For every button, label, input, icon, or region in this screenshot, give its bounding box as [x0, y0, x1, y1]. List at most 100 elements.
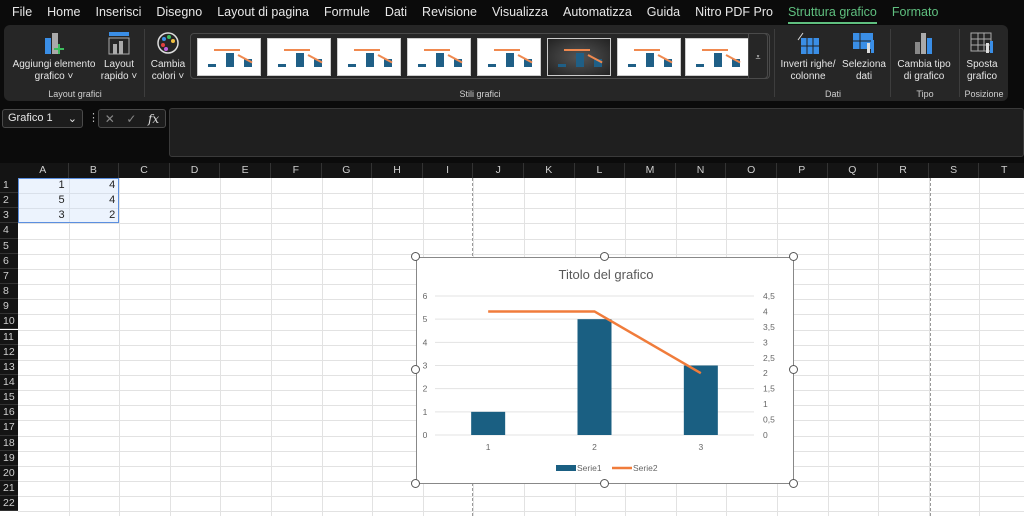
- cell-B1[interactable]: 4: [109, 179, 116, 191]
- column-header-J[interactable]: J: [473, 163, 524, 178]
- resize-handle[interactable]: [789, 479, 798, 488]
- row-header-12[interactable]: 12: [0, 344, 18, 360]
- row-header-1[interactable]: 1: [0, 178, 18, 194]
- cell-A3[interactable]: 3: [58, 209, 65, 222]
- resize-handle[interactable]: [411, 365, 420, 374]
- column-header-M[interactable]: M: [625, 163, 676, 178]
- row-header-16[interactable]: 16: [0, 405, 18, 421]
- resize-handle[interactable]: [411, 479, 420, 488]
- insert-function-button[interactable]: fx: [147, 111, 160, 126]
- select-data-button[interactable]: Seleziona dati: [842, 30, 886, 83]
- name-box[interactable]: Grafico 1 ⌄: [2, 109, 83, 128]
- column-header-D[interactable]: D: [169, 163, 221, 178]
- menu-tab-home[interactable]: Home: [47, 5, 81, 19]
- enter-icon[interactable]: ✓: [126, 111, 137, 126]
- menu-tab-formato[interactable]: Formato: [891, 5, 939, 19]
- thumb-bar: [436, 53, 444, 67]
- y2-tick-label: 0,5: [763, 415, 775, 425]
- menu-tab-file[interactable]: File: [12, 5, 33, 19]
- chart-style-3[interactable]: [337, 38, 401, 76]
- chart-style-4[interactable]: [407, 38, 471, 76]
- more-icon[interactable]: ⋮: [88, 112, 99, 124]
- row-header-10[interactable]: 10: [0, 314, 18, 330]
- column-header-G[interactable]: G: [321, 163, 373, 178]
- chart-style-7[interactable]: [617, 38, 681, 76]
- row-header-20[interactable]: 20: [0, 465, 18, 481]
- cell-B2[interactable]: 4: [109, 194, 116, 207]
- row-header-17[interactable]: 17: [0, 420, 18, 436]
- column-header-T[interactable]: T: [979, 163, 1024, 178]
- column-header-B[interactable]: B: [68, 163, 120, 178]
- resize-handle[interactable]: [789, 365, 798, 374]
- resize-handle[interactable]: [600, 479, 609, 488]
- chart-style-2[interactable]: [267, 38, 331, 76]
- row-header-11[interactable]: 11: [0, 329, 18, 345]
- worksheet-grid[interactable]: A B C D E F G H I J K L M N O P Q R S T 1 2 3 4 5 6 7 8 9 10 11 12 13 14 1…: [0, 163, 1024, 516]
- chart-style-8[interactable]: [685, 38, 749, 76]
- menu-tab-inserisci[interactable]: Inserisci: [95, 5, 142, 19]
- resize-handle[interactable]: [600, 252, 609, 261]
- menu-tab-disegno[interactable]: Disegno: [156, 5, 203, 19]
- row-header-14[interactable]: 14: [0, 374, 18, 391]
- row-header-8[interactable]: 8: [0, 284, 18, 300]
- column-header-E[interactable]: E: [220, 163, 271, 178]
- move-chart-button[interactable]: Sposta grafico: [962, 30, 1002, 83]
- menu-tab-guida[interactable]: Guida: [646, 5, 681, 19]
- switch-row-column-button[interactable]: Inverti righe/colonne: [775, 30, 841, 83]
- row-header-18[interactable]: 18: [0, 435, 18, 451]
- menu-tab-nitro-pdf-pro[interactable]: Nitro PDF Pro: [695, 5, 773, 19]
- row-header-5[interactable]: 5: [0, 238, 18, 254]
- cell-A1[interactable]: 1: [58, 179, 65, 191]
- column-header-C[interactable]: C: [119, 163, 170, 178]
- menu-tab-layout-di-pagina[interactable]: Layout di pagina: [217, 5, 309, 19]
- row-header-22[interactable]: 22: [0, 496, 18, 512]
- chart-style-5[interactable]: [477, 38, 541, 76]
- gridline: [18, 223, 1024, 225]
- row-header-6[interactable]: 6: [0, 253, 18, 269]
- chart[interactable]: Titolo del grafico 0 1 2 3 4 5 6 0 0,5 1 1,5 2 2,5 3 3,…: [416, 257, 794, 484]
- select-all-corner[interactable]: [0, 163, 18, 178]
- row-header-2[interactable]: 2: [0, 193, 18, 209]
- row-header-15[interactable]: 15: [0, 390, 18, 406]
- formula-input[interactable]: [169, 108, 1024, 157]
- row-header-19[interactable]: 19: [0, 450, 18, 466]
- menu-tab-automatizza[interactable]: Automatizza: [563, 5, 632, 19]
- row-header-3[interactable]: 3: [0, 208, 18, 224]
- column-header-N[interactable]: N: [675, 163, 727, 178]
- row-header-13[interactable]: 13: [0, 359, 18, 375]
- column-header-I[interactable]: I: [422, 163, 474, 178]
- column-header-R[interactable]: R: [878, 163, 929, 178]
- column-header-A[interactable]: A: [18, 163, 69, 178]
- row-header-7[interactable]: 7: [0, 268, 18, 285]
- change-colors-button[interactable]: Cambia colori ˅: [149, 30, 187, 83]
- row-header-21[interactable]: 21: [0, 481, 18, 497]
- menu-tab-struttura-grafico[interactable]: Struttura grafico: [781, 0, 884, 25]
- menu-tab-dati[interactable]: Dati: [384, 5, 408, 19]
- chart-style-1[interactable]: [197, 38, 261, 76]
- chart-style-6[interactable]: [547, 38, 611, 76]
- add-chart-element-button[interactable]: Aggiungi elemento grafico ˅: [8, 30, 100, 83]
- menu-tab-formule[interactable]: Formule: [323, 5, 370, 19]
- quick-layout-button[interactable]: Layout rapido ˅: [100, 30, 138, 83]
- row-header-9[interactable]: 9: [0, 299, 18, 315]
- menu-tab-revisione[interactable]: Revisione: [422, 5, 477, 19]
- resize-handle[interactable]: [789, 252, 798, 261]
- column-header-P[interactable]: P: [777, 163, 828, 178]
- cell-B3[interactable]: 2: [109, 209, 116, 222]
- column-header-S[interactable]: S: [928, 163, 980, 178]
- row-header-4[interactable]: 4: [0, 223, 18, 239]
- column-header-Q[interactable]: Q: [827, 163, 879, 178]
- gridline: [18, 193, 1024, 195]
- resize-handle[interactable]: [411, 252, 420, 261]
- column-header-H[interactable]: H: [372, 163, 423, 178]
- cancel-icon[interactable]: ✕: [104, 111, 115, 126]
- gallery-more-button[interactable]: ⩡: [748, 33, 768, 79]
- x-tick-label: 2: [592, 442, 597, 452]
- cell-A2[interactable]: 5: [58, 194, 65, 207]
- change-chart-type-button[interactable]: Cambia tipo di grafico: [893, 30, 955, 83]
- column-header-L[interactable]: L: [574, 163, 626, 178]
- menu-tab-visualizza[interactable]: Visualizza: [491, 5, 548, 19]
- column-header-K[interactable]: K: [524, 163, 575, 178]
- column-header-F[interactable]: F: [271, 163, 322, 178]
- column-header-O[interactable]: O: [726, 163, 777, 178]
